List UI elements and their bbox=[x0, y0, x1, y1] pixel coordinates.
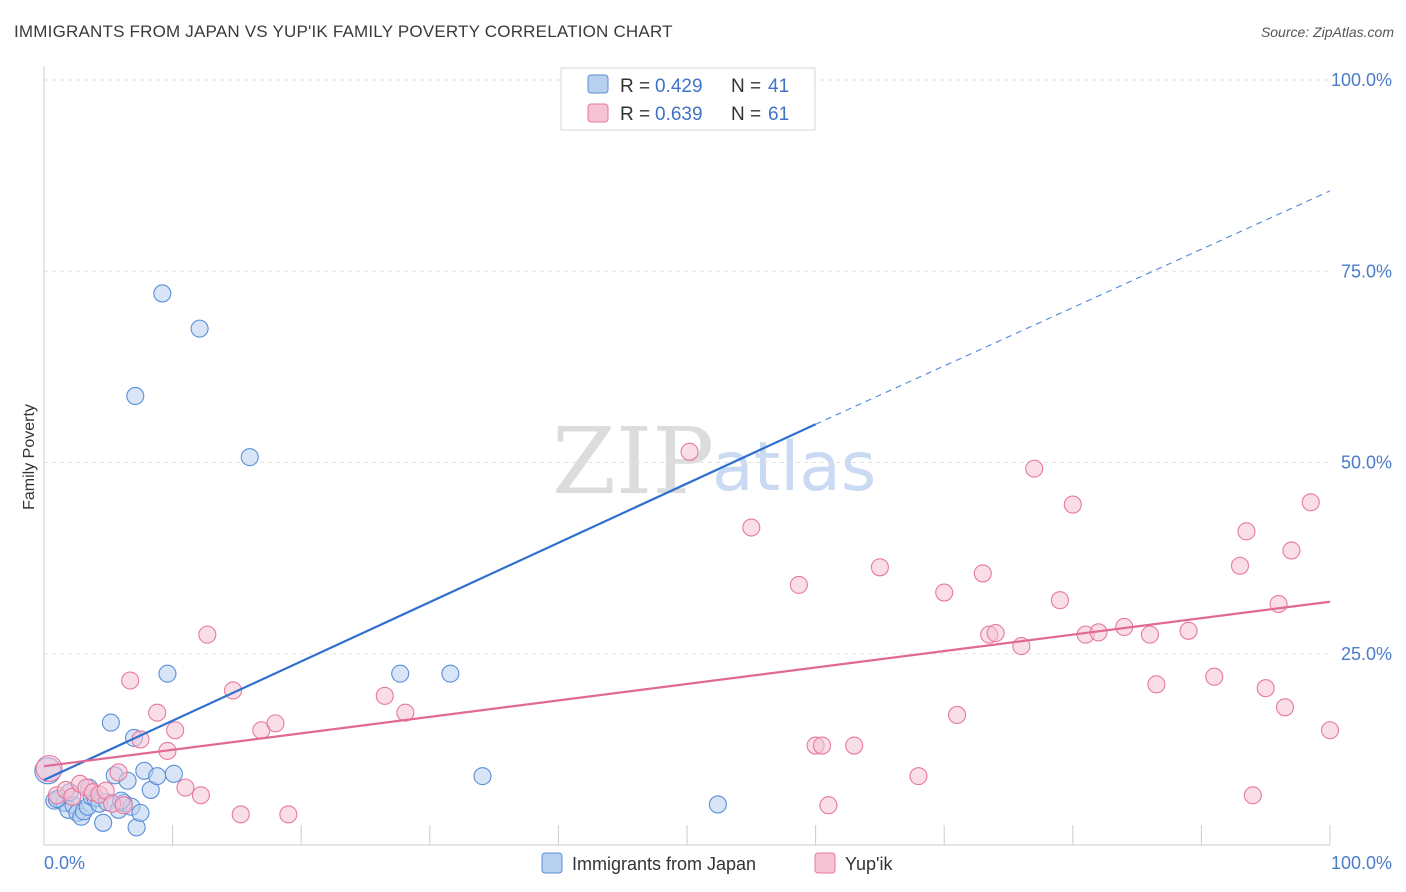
yupik-point-19 bbox=[198, 625, 217, 644]
yupik-point-48 bbox=[1140, 625, 1160, 644]
yupik-point-44 bbox=[1063, 495, 1082, 514]
yupik-point-36 bbox=[935, 583, 954, 602]
y-tick-label-2: 75.0% bbox=[1341, 261, 1392, 281]
japan-point-33 bbox=[391, 664, 410, 683]
yupik-point-38 bbox=[973, 564, 992, 583]
yupik-point-16 bbox=[166, 721, 185, 740]
japan-point-13 bbox=[94, 813, 113, 832]
x-tick-label-1: 100.0% bbox=[1331, 853, 1392, 873]
yupik-point-50 bbox=[1179, 621, 1198, 640]
legend-n-value-japan: 41 bbox=[768, 76, 789, 97]
legend-r-value-japan: 0.429 bbox=[655, 76, 703, 97]
yupik-point-32 bbox=[819, 796, 838, 815]
legend-r-label-japan: R = bbox=[620, 76, 650, 97]
watermark-zip: ZIP bbox=[552, 408, 714, 515]
legend-r-label-yupik: R = bbox=[620, 104, 650, 125]
chart-title: IMMIGRANTS FROM JAPAN VS YUP'IK FAMILY P… bbox=[14, 22, 673, 41]
y-tick-label-1: 50.0% bbox=[1341, 453, 1392, 473]
japan-point-31 bbox=[190, 319, 209, 338]
yupik-point-49 bbox=[1147, 675, 1166, 694]
y-axis-ticks: 25.0% 50.0% 75.0% 100.0% bbox=[1331, 70, 1392, 664]
x-axis-ticks: 0.0% 100.0% bbox=[44, 853, 1392, 873]
yupik-point-33 bbox=[845, 736, 864, 755]
yupik-point-11 bbox=[114, 796, 133, 815]
legend-n-value-yupik: 61 bbox=[768, 104, 789, 125]
yupik-point-12 bbox=[121, 671, 140, 690]
japan-point-27 bbox=[148, 767, 167, 786]
japan-point-30 bbox=[164, 764, 183, 783]
yupik-point-57 bbox=[1275, 698, 1295, 717]
japan-point-35 bbox=[473, 767, 492, 786]
yupik-point-31 bbox=[812, 736, 832, 755]
japan-point-29 bbox=[158, 664, 177, 683]
x-tick-label-0: 0.0% bbox=[44, 853, 85, 873]
yupik-point-58 bbox=[1282, 541, 1301, 560]
y-tick-label-3: 100.0% bbox=[1331, 70, 1392, 90]
yupik-point-23 bbox=[266, 714, 285, 733]
japan-trend-extension bbox=[815, 190, 1331, 425]
japan-point-24 bbox=[126, 386, 145, 405]
yupik-point-28 bbox=[742, 518, 761, 537]
legend-r-value-yupik: 0.639 bbox=[655, 104, 703, 125]
trend-lines bbox=[43, 190, 1331, 781]
gridlines bbox=[44, 79, 1330, 655]
yupik-point-25 bbox=[375, 686, 394, 705]
yupik-point-26 bbox=[396, 703, 415, 722]
yupik-point-29 bbox=[789, 575, 808, 594]
yupik-point-51 bbox=[1205, 667, 1224, 686]
axes bbox=[43, 66, 1331, 846]
bottom-legend-label-japan: Immigrants from Japan bbox=[572, 854, 756, 874]
legend-swatch-yupik bbox=[587, 103, 609, 123]
yupik-point-17 bbox=[176, 778, 195, 797]
bottom-legend-swatch-yupik bbox=[814, 852, 836, 874]
yupik-point-35 bbox=[909, 767, 928, 786]
japan-point-32 bbox=[240, 448, 259, 467]
series-yupik-points bbox=[35, 442, 1340, 824]
japan-point-34 bbox=[441, 664, 460, 683]
legend-swatch-japan bbox=[587, 74, 609, 94]
legend: R = 0.429 N = 41 R = 0.639 N = 61 bbox=[560, 67, 816, 131]
bottom-legend: Immigrants from Japan Yup'ik bbox=[541, 852, 893, 874]
yupik-point-37 bbox=[948, 705, 967, 725]
watermark: ZIP atlas bbox=[552, 408, 876, 515]
yupik-point-53 bbox=[1237, 522, 1256, 541]
japan-point-28 bbox=[153, 284, 172, 303]
yupik-point-43 bbox=[1050, 591, 1069, 610]
japan-trend-line bbox=[43, 423, 817, 781]
watermark-atlas: atlas bbox=[712, 428, 876, 507]
japan-point-36 bbox=[708, 795, 727, 814]
yupik-point-21 bbox=[231, 805, 250, 824]
yupik-point-14 bbox=[148, 703, 167, 722]
japan-point-15 bbox=[101, 713, 120, 732]
yupik-point-54 bbox=[1243, 786, 1262, 805]
yupik-point-34 bbox=[870, 558, 889, 577]
y-tick-label-0: 25.0% bbox=[1341, 644, 1392, 664]
chart-source: Source: ZipAtlas.com bbox=[1260, 24, 1394, 40]
yupik-point-40 bbox=[986, 624, 1005, 643]
yupik-trend-line bbox=[43, 600, 1331, 768]
y-axis-label: Family Poverty bbox=[21, 404, 38, 510]
yupik-point-59 bbox=[1301, 493, 1320, 512]
yupik-point-24 bbox=[279, 805, 298, 824]
yupik-point-52 bbox=[1230, 556, 1250, 575]
legend-n-label-yupik: N = bbox=[731, 104, 761, 125]
yupik-point-27 bbox=[680, 442, 699, 461]
yupik-point-60 bbox=[1320, 721, 1340, 740]
japan-point-23 bbox=[131, 803, 150, 822]
yupik-point-55 bbox=[1256, 679, 1275, 698]
yupik-point-42 bbox=[1025, 459, 1044, 478]
bottom-legend-swatch-japan bbox=[541, 852, 563, 874]
yupik-point-18 bbox=[191, 786, 210, 805]
yupik-point-10 bbox=[109, 763, 128, 782]
legend-n-label-japan: N = bbox=[731, 76, 761, 97]
bottom-legend-label-yupik: Yup'ik bbox=[845, 854, 893, 874]
